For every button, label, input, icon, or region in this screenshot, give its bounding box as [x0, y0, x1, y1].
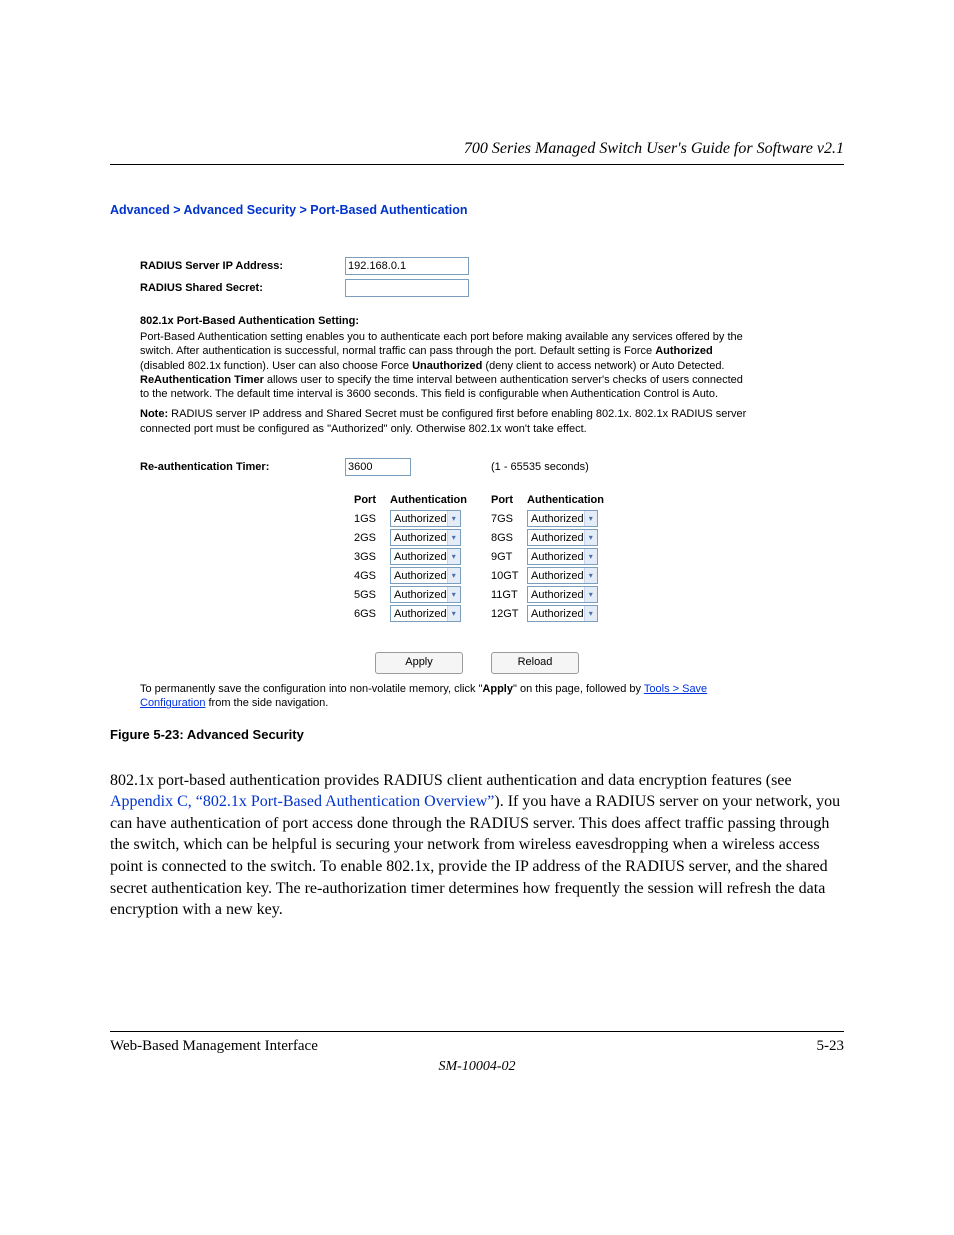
- save-note-pre: To permanently save the configuration in…: [140, 683, 482, 695]
- auth-table: Port Authentication 1GS Authorized▾ 2GS …: [110, 494, 844, 622]
- chevron-down-icon: ▾: [584, 587, 597, 602]
- chevron-down-icon: ▾: [447, 530, 460, 545]
- reauth-timer-input[interactable]: 3600: [345, 458, 411, 476]
- section-note: Note: RADIUS server IP address and Share…: [140, 407, 755, 436]
- footer-right: 5-23: [817, 1038, 845, 1055]
- save-note-mid: " on this page, followed by: [513, 683, 644, 695]
- desc-part-c: (disabled 802.1x function). User can als…: [140, 360, 412, 372]
- section-description: Port-Based Authentication setting enable…: [140, 330, 755, 401]
- auth-select[interactable]: Authorized▾: [527, 529, 598, 546]
- auth-select[interactable]: Authorized▾: [527, 567, 598, 584]
- chevron-down-icon: ▾: [584, 530, 597, 545]
- auth-select-value: Authorized: [531, 551, 584, 563]
- auth-select-value: Authorized: [531, 513, 584, 525]
- radius-secret-input[interactable]: [345, 279, 469, 297]
- footer-center: SM-10004-02: [110, 1059, 844, 1075]
- appendix-c-xref[interactable]: Appendix C, “802.1x Port-Based Authentic…: [110, 793, 494, 810]
- desc-part-e: (deny client to access network) or Auto …: [482, 360, 724, 372]
- auth-select[interactable]: Authorized▾: [527, 605, 598, 622]
- radius-ip-label: RADIUS Server IP Address:: [140, 260, 345, 272]
- auth-select[interactable]: Authorized▾: [390, 529, 461, 546]
- chevron-down-icon: ▾: [447, 511, 460, 526]
- chevron-down-icon: ▾: [584, 606, 597, 621]
- radius-secret-label: RADIUS Shared Secret:: [140, 282, 345, 294]
- auth-select-value: Authorized: [531, 532, 584, 544]
- figure-caption: Figure 5-23: Advanced Security: [110, 727, 844, 742]
- port-cell: 10GT: [489, 570, 523, 582]
- screenshot-region: Advanced > Advanced Security > Port-Base…: [110, 203, 844, 711]
- chevron-down-icon: ▾: [447, 568, 460, 583]
- port-cell: 2GS: [352, 532, 386, 544]
- desc-bold-authorized: Authorized: [655, 345, 712, 357]
- auth-select-value: Authorized: [531, 608, 584, 620]
- radius-ip-input[interactable]: 192.168.0.1: [345, 257, 469, 275]
- reauth-timer-label: Re-authentication Timer:: [140, 461, 345, 473]
- desc-bold-timer: ReAuthentication Timer: [140, 374, 264, 386]
- auth-select-value: Authorized: [394, 589, 447, 601]
- chevron-down-icon: ▾: [447, 606, 460, 621]
- doc-header: 700 Series Managed Switch User's Guide f…: [110, 140, 844, 165]
- doc-title: 700 Series Managed Switch User's Guide f…: [464, 140, 844, 157]
- doc-footer: Web-Based Management Interface 5-23: [110, 1031, 844, 1055]
- port-cell: 3GS: [352, 551, 386, 563]
- breadcrumb: Advanced > Advanced Security > Port-Base…: [110, 203, 844, 217]
- footer-left: Web-Based Management Interface: [110, 1038, 318, 1055]
- auth-select[interactable]: Authorized▾: [527, 510, 598, 527]
- th-auth-right: Authentication: [527, 494, 602, 508]
- auth-select[interactable]: Authorized▾: [390, 510, 461, 527]
- port-cell: 9GT: [489, 551, 523, 563]
- port-cell: 5GS: [352, 589, 386, 601]
- chevron-down-icon: ▾: [584, 549, 597, 564]
- chevron-down-icon: ▾: [584, 511, 597, 526]
- chevron-down-icon: ▾: [447, 587, 460, 602]
- auth-select-value: Authorized: [531, 589, 584, 601]
- body-pre: 802.1x port-based authentication provide…: [110, 772, 792, 789]
- auth-select-value: Authorized: [394, 513, 447, 525]
- note-body: RADIUS server IP address and Shared Secr…: [140, 408, 746, 434]
- th-auth-left: Authentication: [390, 494, 465, 508]
- desc-part-a: Port-Based Authentication setting enable…: [140, 331, 743, 357]
- save-note-bold: Apply: [482, 683, 513, 695]
- chevron-down-icon: ▾: [447, 549, 460, 564]
- port-cell: 11GT: [489, 589, 523, 601]
- auth-select[interactable]: Authorized▾: [390, 548, 461, 565]
- chevron-down-icon: ▾: [584, 568, 597, 583]
- desc-bold-unauthorized: Unauthorized: [412, 360, 482, 372]
- port-cell: 8GS: [489, 532, 523, 544]
- auth-select-value: Authorized: [394, 532, 447, 544]
- auth-select-value: Authorized: [394, 570, 447, 582]
- port-cell: 4GS: [352, 570, 386, 582]
- auth-select-value: Authorized: [531, 570, 584, 582]
- save-note: To permanently save the configuration in…: [140, 682, 755, 711]
- auth-select-value: Authorized: [394, 551, 447, 563]
- auth-table-right: Port Authentication 7GS Authorized▾ 8GS …: [489, 494, 602, 622]
- port-cell: 12GT: [489, 608, 523, 620]
- th-port-left: Port: [352, 494, 386, 508]
- port-cell: 1GS: [352, 513, 386, 525]
- note-lead: Note:: [140, 408, 168, 420]
- port-cell: 7GS: [489, 513, 523, 525]
- reauth-timer-hint: (1 - 65535 seconds): [491, 461, 589, 473]
- auth-select[interactable]: Authorized▾: [527, 548, 598, 565]
- save-note-post: from the side navigation.: [205, 697, 328, 709]
- body-paragraph: 802.1x port-based authentication provide…: [110, 770, 844, 921]
- auth-select[interactable]: Authorized▾: [390, 567, 461, 584]
- auth-select[interactable]: Authorized▾: [527, 586, 598, 603]
- auth-table-left: Port Authentication 1GS Authorized▾ 2GS …: [352, 494, 465, 622]
- section-heading: 802.1x Port-Based Authentication Setting…: [140, 315, 844, 327]
- reload-button[interactable]: Reload: [491, 652, 579, 674]
- port-cell: 6GS: [352, 608, 386, 620]
- auth-select-value: Authorized: [394, 608, 447, 620]
- auth-select[interactable]: Authorized▾: [390, 586, 461, 603]
- apply-button[interactable]: Apply: [375, 652, 463, 674]
- auth-select[interactable]: Authorized▾: [390, 605, 461, 622]
- th-port-right: Port: [489, 494, 523, 508]
- body-post: ). If you have a RADIUS server on your n…: [110, 793, 840, 918]
